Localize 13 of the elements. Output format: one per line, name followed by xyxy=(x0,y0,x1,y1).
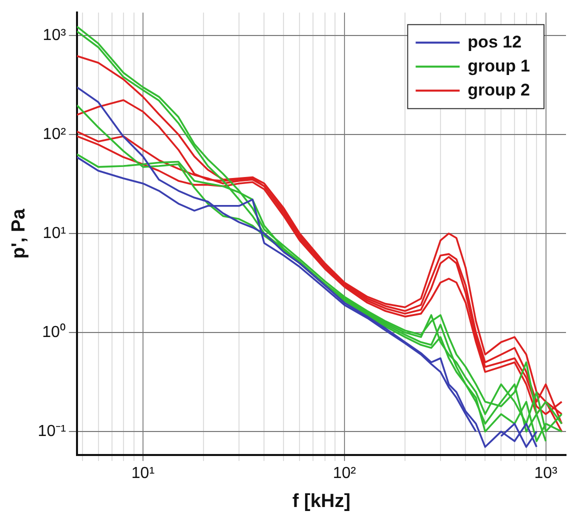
legend-label: pos 12 xyxy=(468,32,522,52)
y-tick-label: 10⁰ xyxy=(42,322,66,341)
x-tick-label: 10² xyxy=(332,465,357,482)
y-tick-label: 10³ xyxy=(42,26,67,44)
x-axis-title: f [kHz] xyxy=(292,490,350,512)
x-tick-label: 10³ xyxy=(534,465,558,482)
y-tick-label: 10¹ xyxy=(42,224,66,242)
x-tick-label: 10¹ xyxy=(131,465,155,482)
y-axis-title: p', Pa xyxy=(8,208,30,259)
legend-label: group 1 xyxy=(468,56,530,76)
y-tick-label: 10⁻¹ xyxy=(38,422,66,440)
y-tick-label: 10² xyxy=(42,126,67,143)
legend-label: group 2 xyxy=(468,80,530,100)
